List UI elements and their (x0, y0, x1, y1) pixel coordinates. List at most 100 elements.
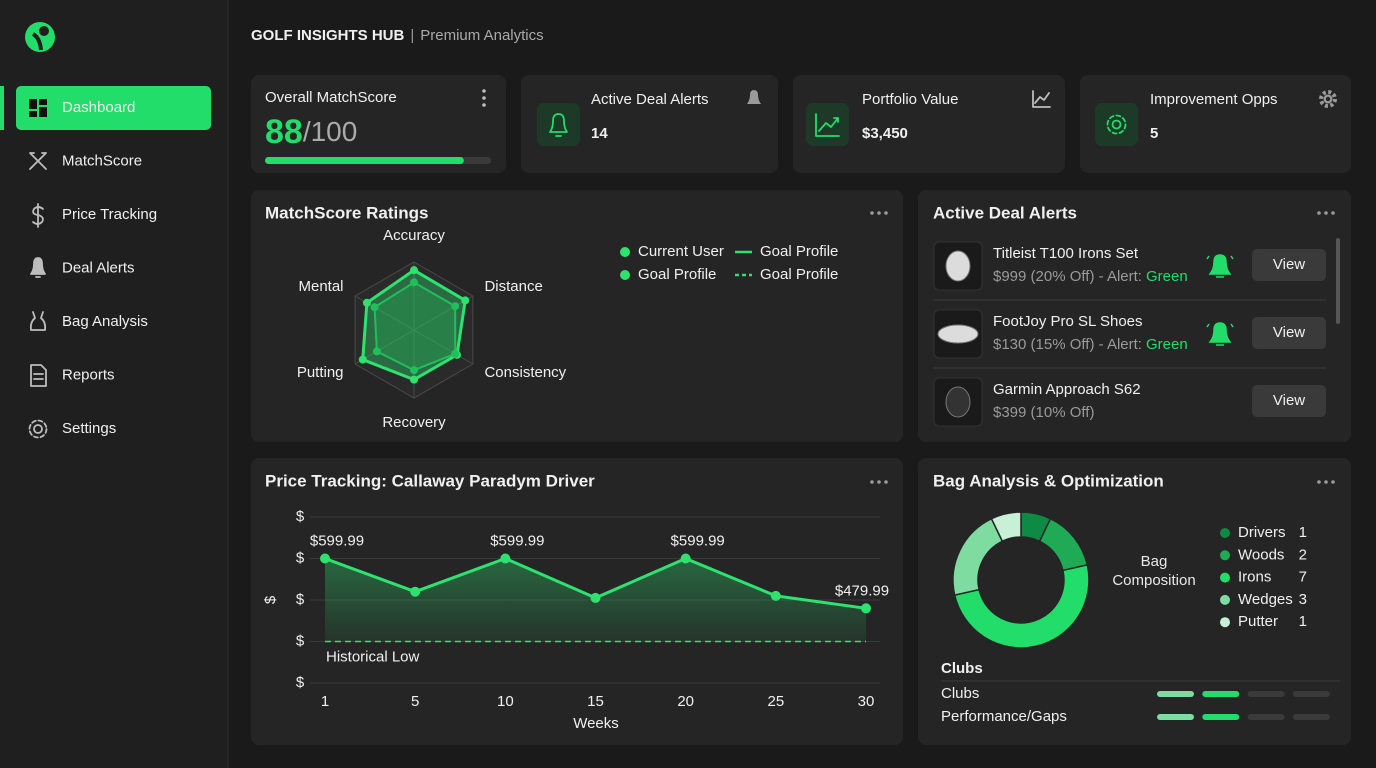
legend-swatch (620, 247, 630, 257)
nav-item[interactable]: Price Tracking (62, 206, 157, 223)
nav-item[interactable]: Dashboard (62, 99, 135, 116)
legend-label: Goal Profile (760, 266, 838, 283)
kpi-card (793, 75, 1065, 173)
scrollbar[interactable] (1336, 238, 1340, 324)
chart-icon[interactable] (1032, 90, 1051, 108)
gear-icon (1106, 114, 1127, 135)
gear-icon[interactable] (1319, 90, 1337, 108)
x-tick-label: 30 (858, 693, 875, 710)
rating-segment (1157, 714, 1194, 720)
legend-value: 2 (1299, 546, 1307, 563)
donut-segment (990, 511, 1022, 543)
more-menu[interactable] (870, 211, 888, 215)
icon-box (1095, 103, 1138, 146)
kpi-label: Portfolio Value (862, 91, 958, 108)
price-point (770, 590, 781, 601)
logo[interactable] (25, 22, 55, 52)
price-icon (32, 203, 44, 228)
legend-label: Wedges (1238, 591, 1293, 608)
kpi-card (521, 75, 778, 173)
rating-segment (1247, 714, 1285, 720)
kpi-value: 88/100 (265, 113, 357, 151)
nav-item[interactable]: Settings (62, 420, 116, 437)
x-tick-label: 20 (677, 693, 694, 710)
bell-icon (549, 113, 568, 137)
nav-item[interactable]: Reports (62, 366, 115, 383)
kebab-menu[interactable] (482, 89, 486, 107)
dashboard-icon (29, 99, 47, 117)
subtitle: Premium Analytics (420, 27, 543, 44)
price-point (680, 553, 691, 564)
row-label: Performance/Gaps (941, 708, 1067, 725)
card-title: Active Deal Alerts (933, 203, 1077, 222)
kpi-value: 14 (591, 125, 608, 142)
alert-level: Green (1146, 268, 1188, 285)
rating-segment (1202, 691, 1240, 697)
x-tick-label: 15 (587, 693, 604, 710)
chart-icon (815, 113, 840, 137)
alert-bell (1206, 254, 1234, 278)
price-text: $399 (10% Off) (993, 404, 1094, 421)
more-menu[interactable] (870, 480, 888, 484)
nav-item[interactable]: Bag Analysis (62, 313, 148, 330)
radar-point (410, 278, 418, 287)
radar-spoke (413, 329, 474, 365)
radar-chart: Accuracy Distance Consistency Recovery Putti… (297, 227, 839, 431)
table-title: Clubs (941, 660, 983, 677)
view-button[interactable] (1252, 317, 1326, 349)
more-menu[interactable] (1317, 211, 1335, 215)
settings-icon (28, 419, 48, 439)
legend-label: Putter (1238, 613, 1278, 630)
y-tick-label: $ (296, 674, 305, 691)
product-price: $130 (15% Off) - Alert: Green (993, 336, 1188, 353)
nav-item[interactable]: MatchScore (62, 152, 142, 169)
value-label: $599.99 (490, 532, 544, 549)
nav-indicator (0, 86, 4, 130)
view-button[interactable] (1252, 249, 1326, 281)
y-tick-label: $ (296, 632, 305, 649)
radar-axis-label: Mental (298, 278, 343, 295)
price-point (861, 603, 871, 614)
view-button[interactable] (1252, 385, 1326, 417)
deal-list: Titleist T100 Irons Set $999 (20% Off) - … (933, 241, 1326, 427)
price-point (320, 553, 330, 564)
app-title: GOLF INSIGHTS HUB (251, 27, 405, 44)
radar-point (410, 375, 418, 384)
product-shape (945, 250, 971, 282)
card-title: Bag Analysis & Optimization (933, 471, 1164, 490)
y-tick-label: $ (296, 549, 305, 566)
price-text: $999 (20% Off) - Alert: (993, 268, 1142, 285)
matchscore-icon (29, 152, 47, 170)
reports-icon (30, 364, 47, 387)
rating-segment (1202, 714, 1240, 720)
product-image (933, 309, 983, 359)
value-label: $479.99 (835, 582, 889, 599)
legend-label: Drivers (1238, 524, 1286, 541)
bell-icon[interactable] (747, 90, 761, 107)
header: GOLF INSIGHTS HUB | Premium Analytics (251, 27, 544, 44)
x-tick-label: 10 (497, 693, 514, 710)
more-menu[interactable] (1317, 480, 1335, 484)
legend-label: Irons (1238, 569, 1271, 586)
product-shape (937, 324, 979, 344)
score: 88 (265, 113, 303, 151)
radar-point (451, 349, 460, 358)
nav-item[interactable]: Deal Alerts (62, 259, 135, 276)
x-tick-label: 25 (767, 693, 784, 710)
legend-value: 1 (1299, 613, 1307, 630)
rating-segment (1247, 691, 1285, 697)
donut-segment (953, 563, 1090, 649)
price-text: $130 (15% Off) - Alert: (993, 336, 1142, 353)
kpi-label: Improvement Opps (1150, 91, 1278, 108)
kpi-label: Active Deal Alerts (591, 91, 709, 108)
x-axis-label: Weeks (573, 715, 619, 732)
legend-label: Goal Profile (760, 243, 838, 260)
radar-point (358, 355, 367, 364)
rating-segment (1292, 714, 1330, 720)
product-price: $999 (20% Off) - Alert: Green (993, 268, 1188, 285)
legend-swatch (1220, 550, 1230, 561)
product-shape (945, 386, 971, 418)
radar-axis-label: Putting (297, 364, 344, 381)
